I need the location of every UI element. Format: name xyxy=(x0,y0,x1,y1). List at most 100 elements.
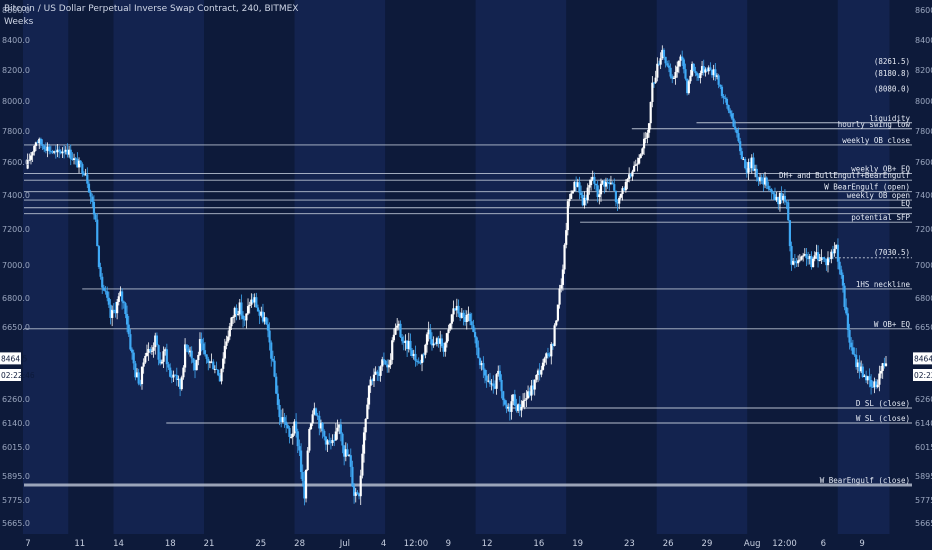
candle-body xyxy=(478,358,482,366)
candle-body xyxy=(359,475,362,497)
candle-body xyxy=(594,183,598,186)
candle-body xyxy=(621,188,624,195)
candle-body xyxy=(144,355,147,363)
candle-body xyxy=(326,440,329,445)
y-tick-label-right: 6015.0 xyxy=(915,443,932,452)
candle-body xyxy=(464,316,467,322)
candle-body xyxy=(717,75,720,85)
candle-body xyxy=(331,440,334,443)
y-tick-label-left: 8200.0 xyxy=(2,66,30,75)
candle-body xyxy=(808,256,811,259)
candle-body xyxy=(155,335,159,346)
time-band xyxy=(113,0,205,534)
candle-body xyxy=(430,339,434,346)
y-tick-label-right: 7800.0 xyxy=(915,127,932,136)
candle-body xyxy=(550,344,553,357)
candle-body xyxy=(200,339,203,344)
candle-body xyxy=(437,338,440,344)
y-tick-label-right: 6650.0 xyxy=(915,323,932,332)
candle-body xyxy=(26,159,29,169)
candle-body xyxy=(147,349,150,353)
candle-body xyxy=(830,251,833,259)
candle-body xyxy=(328,440,331,443)
candle-body xyxy=(752,157,755,171)
candle-body xyxy=(477,347,480,359)
candle-body xyxy=(190,350,193,359)
candle-body xyxy=(634,164,637,166)
candle-body xyxy=(266,324,270,331)
candle-body xyxy=(354,492,357,496)
candle-body xyxy=(462,312,465,317)
candle-body xyxy=(235,307,238,315)
candle-body xyxy=(662,49,666,57)
candle-body xyxy=(77,160,81,168)
price-tag-right-text: 8464.5 xyxy=(914,354,932,363)
candle-body xyxy=(664,56,667,64)
candle-body xyxy=(84,174,87,176)
candle-body xyxy=(319,422,323,429)
candle-body xyxy=(145,352,149,356)
candle-body xyxy=(861,366,864,377)
x-tick-label: 12:00 xyxy=(404,539,429,549)
candle-body xyxy=(28,159,31,161)
candle-body xyxy=(53,151,56,153)
price-marker-label: (8261.5) xyxy=(874,57,910,66)
y-tick-label-left: 7200.0 xyxy=(2,225,30,234)
candle-body xyxy=(669,67,672,77)
candle-body xyxy=(346,449,349,456)
candle-body xyxy=(498,370,502,380)
candle-body xyxy=(785,201,788,203)
candle-body xyxy=(198,339,202,355)
candle-body xyxy=(760,177,763,182)
x-tick-label: 28 xyxy=(294,539,305,549)
candle-body xyxy=(185,344,188,349)
level-label: W SL (close) xyxy=(856,414,910,423)
y-tick-label-left: 5895.0 xyxy=(2,472,30,481)
candle-body xyxy=(160,361,163,364)
price-tag-left-text: 8464.5 xyxy=(1,354,27,363)
candle-body xyxy=(87,183,91,193)
candle-body xyxy=(865,375,868,381)
y-tick-label-right: 7000.0 xyxy=(915,261,932,270)
candle-body xyxy=(767,185,770,190)
candle-body xyxy=(150,350,154,352)
candle-body xyxy=(435,338,439,344)
y-tick-label-left: 7600.0 xyxy=(2,158,30,167)
price-marker-label: (8080.0) xyxy=(874,85,910,94)
candle-body xyxy=(747,162,750,173)
candle-body xyxy=(811,258,815,268)
candle-body xyxy=(541,362,545,370)
candle-body xyxy=(737,133,740,142)
candle-body xyxy=(840,269,843,275)
time-band xyxy=(837,0,890,534)
candle-body xyxy=(657,63,661,65)
time-band xyxy=(475,0,567,534)
candle-body xyxy=(197,354,200,361)
y-tick-label-left: 7800.0 xyxy=(2,127,30,136)
candle-body xyxy=(611,182,614,185)
candle-body xyxy=(739,141,742,152)
candle-body xyxy=(666,63,669,66)
candle-body xyxy=(125,314,129,325)
candle-body xyxy=(111,309,114,318)
candle-body xyxy=(460,312,463,318)
candle-body xyxy=(467,313,470,315)
candle-body xyxy=(51,151,54,153)
y-tick-label-right: 7400.0 xyxy=(915,191,932,200)
candle-body xyxy=(309,423,313,430)
candle-body xyxy=(712,69,715,76)
candle-body xyxy=(535,374,538,380)
candle-body xyxy=(641,148,644,155)
candle-body xyxy=(677,60,680,67)
candle-body xyxy=(41,144,44,146)
candle-body xyxy=(526,391,530,399)
candle-body xyxy=(372,374,376,382)
candle-body xyxy=(293,421,296,434)
candle-body xyxy=(61,151,64,154)
candle-body xyxy=(686,78,689,94)
candle-body xyxy=(742,159,745,161)
candle-body xyxy=(707,67,710,72)
y-tick-label-left: 6260.0 xyxy=(2,395,30,404)
candle-body xyxy=(351,466,354,487)
candle-body xyxy=(651,82,654,102)
